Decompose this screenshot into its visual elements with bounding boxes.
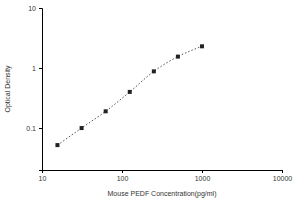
chart: 10 100 1000 10000 0.1 1 10 Mouse PEDF Concentra… — [0, 0, 300, 200]
x-tick-label: 1000 — [195, 175, 211, 182]
x-axis-line — [43, 171, 283, 174]
data-point — [55, 143, 59, 147]
x-tick-label: 10000 — [273, 175, 293, 182]
y-tick: 0.1 — [26, 125, 42, 132]
y-tick: 1 — [32, 65, 42, 72]
y-tick: 10 — [28, 5, 42, 12]
y-tick-label: 10 — [28, 5, 36, 12]
y-axis: 0.1 1 10 — [26, 5, 42, 171]
x-tick: 1000 — [195, 170, 211, 182]
x-tick-label: 100 — [117, 175, 129, 182]
x-axis: 10 100 1000 10000 — [39, 170, 293, 182]
y-tick-mark — [39, 128, 42, 129]
series — [55, 44, 204, 147]
data-point — [128, 90, 132, 94]
x-tick: 10 — [39, 170, 47, 182]
x-tick: 10000 — [273, 170, 293, 182]
y-tick-label: 0.1 — [26, 125, 36, 132]
data-point — [80, 126, 84, 130]
data-point — [200, 44, 204, 48]
x-tick-mark — [202, 170, 203, 173]
y-tick-mark — [39, 68, 42, 69]
x-axis-title: Mouse PEDF Concentration(pg/ml) — [108, 190, 217, 198]
y-axis-line — [39, 9, 43, 171]
plot: 10 100 1000 10000 0.1 1 10 — [26, 5, 292, 182]
y-axis-title: Optical Density — [4, 65, 12, 113]
data-point — [176, 55, 180, 59]
fit-line — [57, 46, 202, 145]
data-point — [104, 109, 108, 113]
y-tick-label: 1 — [32, 65, 36, 72]
x-tick-mark — [282, 170, 283, 173]
data-point — [152, 69, 156, 73]
x-tick: 100 — [117, 170, 129, 182]
y-tick-mark — [39, 8, 42, 9]
x-tick-mark — [122, 170, 123, 173]
x-tick-label: 10 — [39, 175, 47, 182]
